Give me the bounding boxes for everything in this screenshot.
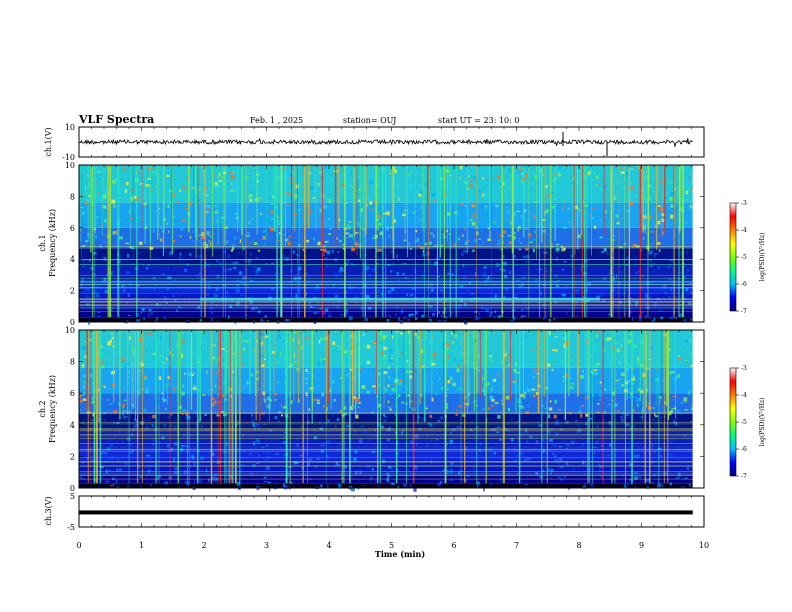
x-axis-tick-labels: 0 1 2 3 4 5 6 7 8 9 10 xyxy=(76,541,709,550)
colorbar-tick-label: -6 xyxy=(741,281,747,288)
x-tick-label: 6 xyxy=(451,541,456,550)
colorbar-tick-label: -7 xyxy=(741,473,747,480)
ch1-spectrogram-ytick-labels: 0 2 4 6 8 10 xyxy=(65,161,704,327)
ch2-spectrogram-panel: 0 2 4 6 8 10 ch.2 Frequency (kHz) xyxy=(38,326,705,493)
ch2-spec-ylabel-frequency: Frequency (kHz) xyxy=(48,375,57,443)
ch3-ylabel: ch.3(V) xyxy=(44,496,53,525)
ch1-waveform-ticks xyxy=(78,127,705,157)
x-tick-label: 7 xyxy=(514,541,519,550)
ch1-waveform-panel: 10 -10 ch.1(V) xyxy=(44,123,705,162)
x-tick-label: 1 xyxy=(139,541,144,550)
ch3-waveform-line xyxy=(79,510,693,515)
colorbar-tick-label: -5 xyxy=(741,419,747,426)
ch3-waveform-panel: 5 0 -5 ch.3(V) xyxy=(44,492,705,532)
ch1-spec-ylabel-frequency: Frequency (kHz) xyxy=(48,209,57,277)
ch1-waveform-line xyxy=(78,137,693,147)
ch1-spectrogram-panel: 0 2 4 6 8 10 ch.1 Frequency (kHz) xyxy=(38,161,705,327)
x-tick-label: 8 xyxy=(576,541,581,550)
y-tick-label: 8 xyxy=(70,358,75,367)
x-tick-label: 10 xyxy=(699,541,709,550)
x-axis-label: Time (min) xyxy=(375,549,425,559)
ch3-waveform-ticks xyxy=(78,496,705,527)
y-tick-label: 6 xyxy=(70,224,75,233)
start-time-label: start UT = 23: 10: 0 xyxy=(438,116,519,125)
colorbar-tick-label: -3 xyxy=(741,365,747,372)
y-tick-label: 4 xyxy=(70,255,75,264)
ch1-colorbar-label: log(PSD)(V²/Hz) xyxy=(759,233,766,282)
x-tick-label: 0 xyxy=(76,541,81,550)
ch1-ytick-bottom: -10 xyxy=(62,153,75,162)
x-tick-label: 5 xyxy=(389,541,394,550)
ch3-ytick-middle: 0 xyxy=(70,507,75,516)
y-tick-label: 0 xyxy=(70,318,75,327)
ch1-spectrogram-ticks xyxy=(78,165,705,322)
ch2-spectrogram-ticks xyxy=(78,330,705,488)
y-tick-label: 4 xyxy=(70,421,75,430)
x-tick-label: 3 xyxy=(264,541,269,550)
ch3-ytick-top: 5 xyxy=(70,492,75,501)
ch2-colorbar-ticks: -3 -4 -5 -6 -7 xyxy=(736,365,747,480)
ch1-colorbar-ticks: -3 -4 -5 -6 -7 xyxy=(736,200,747,315)
ch2-colorbar: -3 -4 -5 -6 -7 log(PSD)(V²/Hz) xyxy=(729,365,766,480)
ch1-spectrogram-image xyxy=(79,165,704,325)
date-label: Feb. 1 , 2025 xyxy=(250,116,303,125)
ch2-spectrogram-image xyxy=(79,330,704,492)
colorbar-tick-label: -6 xyxy=(741,446,747,453)
figure-title: VLF Spectra xyxy=(78,113,154,126)
ch3-ytick-bottom: -5 xyxy=(67,523,75,532)
ch1-colorbar: -3 -4 -5 -6 -7 log(PSD)(V²/Hz) xyxy=(729,200,766,315)
colorbar-tick-label: -5 xyxy=(741,254,747,261)
station-label: station= OUJ xyxy=(343,116,396,125)
y-tick-label: 0 xyxy=(70,484,75,493)
colorbar-tick-label: -3 xyxy=(741,200,747,207)
colorbar-tick-label: -4 xyxy=(741,227,747,234)
ch1-ylabel: ch.1(V) xyxy=(44,127,53,156)
y-tick-label: 6 xyxy=(70,389,75,398)
x-tick-label: 4 xyxy=(326,541,331,550)
y-tick-label: 2 xyxy=(70,452,75,461)
y-tick-label: 8 xyxy=(70,192,75,201)
ch1-spec-ylabel-channel: ch.1 xyxy=(38,234,47,251)
x-tick-label: 2 xyxy=(201,541,206,550)
y-tick-label: 10 xyxy=(65,326,75,335)
ch2-spectrogram-ytick-labels: 0 2 4 6 8 10 xyxy=(65,326,704,493)
colorbar-tick-label: -4 xyxy=(741,392,747,399)
ch1-ytick-top: 10 xyxy=(65,123,75,132)
ch2-spec-ylabel-channel: ch.2 xyxy=(38,400,47,417)
colorbar-tick-label: -7 xyxy=(741,308,747,315)
y-tick-label: 2 xyxy=(70,287,75,296)
ch2-colorbar-label: log(PSD)(V²/Hz) xyxy=(759,398,766,447)
y-tick-label: 10 xyxy=(65,161,75,170)
x-tick-label: 9 xyxy=(639,541,644,550)
